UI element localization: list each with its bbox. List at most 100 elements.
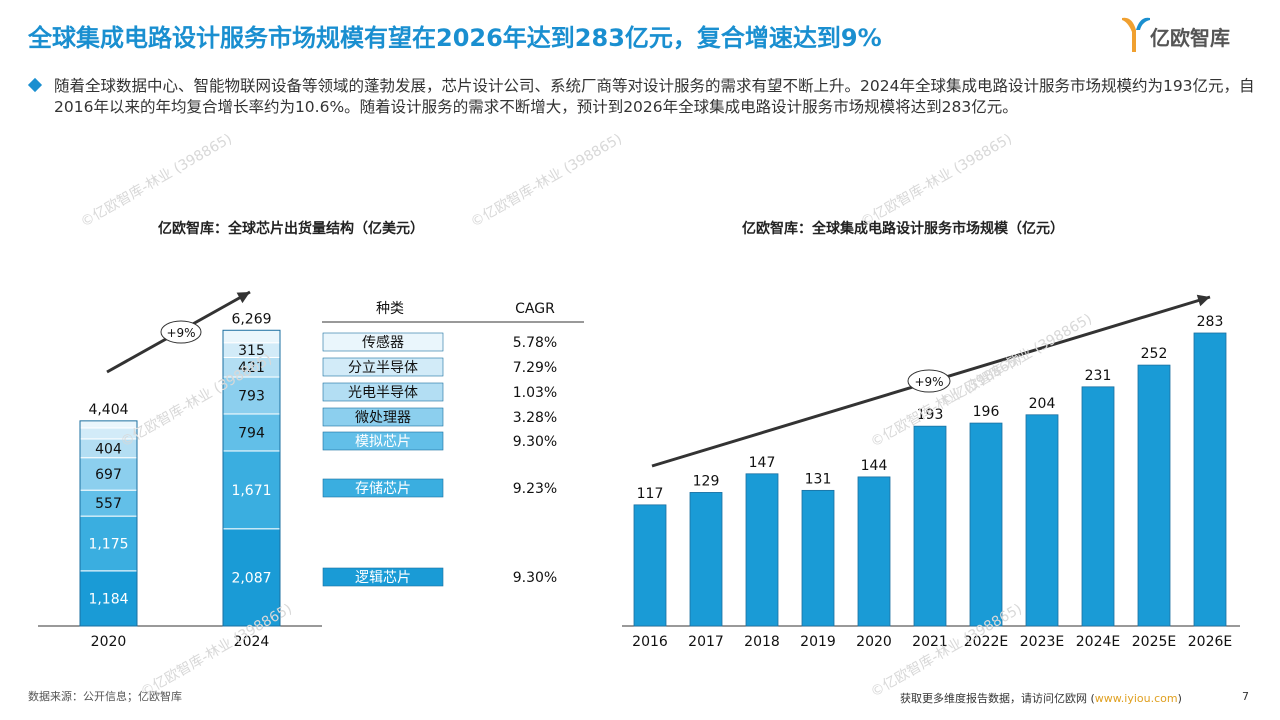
chart2-x-tick: 2026E <box>1188 634 1232 650</box>
legend-swatch <box>322 478 444 498</box>
chart2-x-tick: 2022E <box>964 634 1008 650</box>
legend-swatch <box>322 357 444 377</box>
chart1-bar-segment <box>222 329 281 344</box>
logo-text: 亿欧智库 <box>1150 26 1230 50</box>
chart2-x-tick: 2024E <box>1076 634 1120 650</box>
chart1-segment-label: 794 <box>238 425 265 441</box>
chart2-x-tick: 2025E <box>1132 634 1176 650</box>
legend-cagr: 9.30% <box>513 570 557 586</box>
chart2-value-label: 204 <box>1029 396 1056 412</box>
footer-more: 获取更多维度报告数据，请访问亿欧网 (www.iyiou.com) <box>900 690 1182 706</box>
legend-label: 光电半导体 <box>348 385 418 401</box>
legend-label: 分立半导体 <box>348 360 418 376</box>
chart2-bar <box>1081 386 1115 627</box>
logo-mark-icon <box>1122 17 1150 52</box>
chart1-segment-label: 793 <box>238 389 265 405</box>
legend-label: 传感器 <box>362 334 404 351</box>
data-source: 数据来源：公开信息；亿欧智库 <box>28 690 182 703</box>
chart2-value-label: 144 <box>861 458 888 474</box>
chart2-x-tick: 2021 <box>912 634 948 650</box>
legend-cagr: 9.23% <box>513 481 557 497</box>
chart2-bar <box>857 476 891 627</box>
chart2-bar <box>1025 414 1059 627</box>
legend-cagr: 5.78% <box>513 335 557 351</box>
chart2-bar <box>969 422 1003 627</box>
chart2-bar <box>913 425 947 627</box>
legend-swatch <box>322 407 444 427</box>
legend-swatch <box>322 332 444 352</box>
chart2-bar <box>1193 332 1227 627</box>
logo <box>1118 14 1268 54</box>
chart2-bar <box>1137 364 1171 627</box>
chart1-segment-label: 404 <box>95 441 122 457</box>
chart1-bar-segment <box>79 570 138 627</box>
chart2-value-label: 117 <box>637 486 664 502</box>
legend-cagr: 9.30% <box>513 434 557 450</box>
legend-label: 微处理器 <box>355 410 411 426</box>
chart1-segment-label: 2,087 <box>231 570 271 586</box>
chart1-segment-label: 697 <box>95 467 122 483</box>
chart1-total-label: 6,269 <box>231 311 271 327</box>
legend-cagr: 1.03% <box>513 385 557 401</box>
chart1-title: 亿欧智库：全球芯片出货量结构（亿美元） <box>158 221 424 237</box>
chart1-bar-segment <box>79 427 138 440</box>
page-title: 全球集成电路设计服务市场规模有望在2026年达到283亿元，复合增速达到9% <box>28 24 882 52</box>
chart1-segment-label: 557 <box>95 496 122 512</box>
intro-paragraph: 随着全球数据中心、智能物联网设备等领域的蓬勃发展，芯片设计公司、系统厂商等对设计… <box>54 77 1255 116</box>
chart1-growth-arrow-head <box>236 292 250 304</box>
chart1-segment-label: 1,175 <box>88 536 128 552</box>
chart2-x-tick: 2023E <box>1020 634 1064 650</box>
chart1-bar-outline <box>222 329 281 627</box>
legend-label: 存储芯片 <box>355 481 411 497</box>
chart2-x-tick: 2020 <box>856 634 892 650</box>
chart2-value-label: 147 <box>749 455 776 471</box>
legend-swatch <box>322 382 444 402</box>
chart1-segment-label: 421 <box>238 360 265 376</box>
legend-label: 模拟芯片 <box>355 434 411 450</box>
chart1-segment-label: 1,184 <box>88 591 128 607</box>
chart2-x-tick: 2018 <box>744 634 780 650</box>
legend-header-cagr: CAGR <box>515 301 555 317</box>
chart2-value-label: 283 <box>1197 314 1224 330</box>
legend-swatch <box>322 431 444 451</box>
chart2-value-label: 196 <box>973 404 1000 420</box>
chart1-bar-segment <box>79 420 138 429</box>
chart2-bar <box>689 492 723 627</box>
chart2-value-label: 193 <box>917 407 944 423</box>
chart2-bar <box>633 504 667 627</box>
footer-more-prefix: 获取更多维度报告数据，请访问亿欧网 ( <box>900 692 1095 705</box>
chart1-bar-outline <box>79 420 138 627</box>
chart2-value-label: 129 <box>693 473 720 489</box>
chart1-segment-label: 315 <box>238 343 265 359</box>
chart1-total-label: 4,404 <box>88 402 128 418</box>
chart1-bar-segment <box>222 376 281 415</box>
chart2-value-label: 252 <box>1141 346 1168 362</box>
legend-label: 逻辑芯片 <box>355 570 411 586</box>
chart1-bar-segment <box>79 457 138 491</box>
chart2-x-tick: 2016 <box>632 634 668 650</box>
chart2-title: 亿欧智库：全球集成电路设计服务市场规模（亿元） <box>742 221 1064 237</box>
legend-cagr: 7.29% <box>513 360 557 376</box>
page-number: 7 <box>1242 690 1249 703</box>
footer-link[interactable]: www.iyiou.com <box>1094 692 1178 705</box>
chart2-bar <box>801 489 835 627</box>
legend-swatch <box>322 567 444 587</box>
chart2-growth-label: +9% <box>914 375 943 389</box>
chart1-bar-segment <box>79 489 138 517</box>
chart2-growth-badge <box>907 369 951 393</box>
chart2-x-tick: 2019 <box>800 634 836 650</box>
chart2-bar <box>745 473 779 627</box>
chart1-segment-label: 1,671 <box>231 483 271 499</box>
legend-cagr: 3.28% <box>513 410 557 426</box>
chart2-x-tick: 2017 <box>688 634 724 650</box>
chart1-x-tick: 2020 <box>91 634 127 650</box>
chart2-value-label: 231 <box>1085 368 1112 384</box>
chart1-growth-badge <box>160 320 202 344</box>
chart2-value-label: 131 <box>805 471 832 487</box>
footer-more-suffix: ) <box>1177 692 1182 705</box>
chart1-growth-label: +9% <box>166 326 195 340</box>
chart1-x-tick: 2024 <box>234 634 270 650</box>
legend-header-type: 种类 <box>376 301 404 317</box>
chart2-growth-arrow-head <box>1196 294 1210 307</box>
